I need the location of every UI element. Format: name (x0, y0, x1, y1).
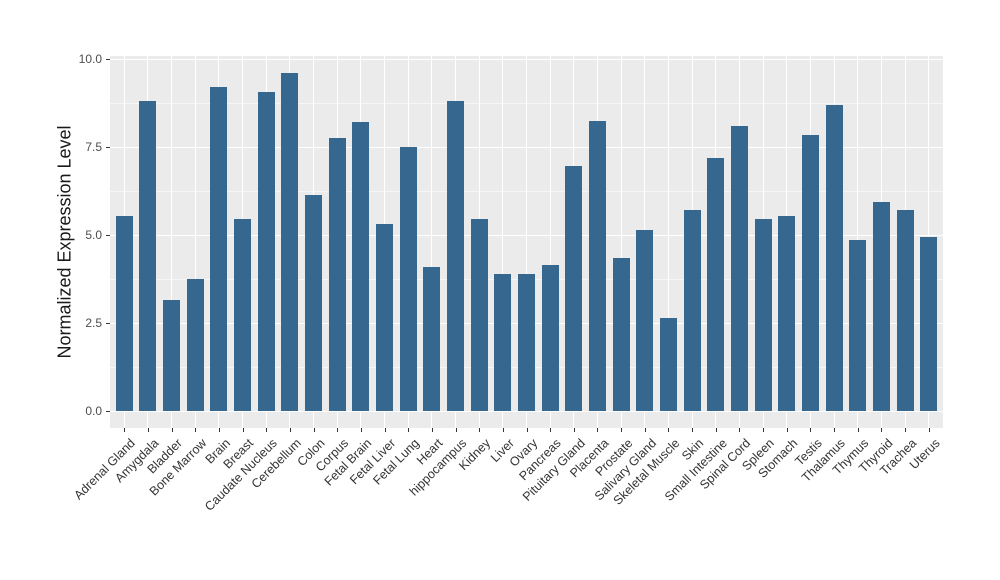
bar-testis (801, 134, 819, 411)
bar-bladder (163, 300, 181, 411)
gridline-horizontal-minor (110, 191, 943, 192)
bar-amygdala (139, 101, 157, 411)
bar-bone-marrow (186, 279, 204, 411)
bar-spleen (754, 219, 772, 411)
bar-prostate (612, 257, 630, 411)
bar-caudate-nucleus (257, 92, 275, 411)
gridline-horizontal-major (110, 58, 943, 60)
bar-fetal-lung (399, 147, 417, 411)
y-tick-label: 5.0 (85, 228, 102, 242)
bar-kidney (470, 219, 488, 411)
x-axis-tick (810, 428, 812, 432)
y-axis-tick (106, 235, 110, 236)
x-axis-tick (786, 428, 788, 432)
x-axis-tick (313, 428, 315, 432)
y-axis-tick (106, 411, 110, 412)
bar-small-intestine (707, 157, 725, 411)
x-axis-tick (692, 428, 694, 432)
x-axis-tick (360, 428, 362, 432)
x-axis-tick (905, 428, 907, 432)
x-axis-tick (289, 428, 291, 432)
bar-fetal-liver (376, 224, 393, 411)
x-axis-tick (124, 428, 126, 432)
x-axis-tick (266, 428, 268, 432)
x-axis-tick (739, 428, 741, 432)
x-axis-tick (502, 428, 504, 432)
x-axis-tick (337, 428, 339, 432)
bar-adrenal-gland (115, 215, 133, 411)
gridline-horizontal-major (110, 146, 943, 148)
x-axis-tick (195, 428, 197, 432)
gridline-vertical (667, 56, 669, 428)
y-tick-label: 0.0 (85, 404, 102, 418)
bar-fetal-brain (352, 122, 370, 411)
x-axis-tick (644, 428, 646, 432)
plot-panel (110, 56, 943, 428)
x-axis-tick (431, 428, 433, 432)
x-axis-tick (550, 428, 552, 432)
bar-uterus (920, 236, 938, 411)
gridline-vertical (431, 56, 433, 428)
gridline-vertical (620, 56, 622, 428)
y-axis-tick (106, 147, 110, 148)
x-axis-tick (526, 428, 528, 432)
gridline-vertical (526, 56, 527, 428)
bar-thymus (849, 240, 867, 411)
x-axis-tick (147, 428, 149, 432)
x-axis-tick (171, 428, 173, 432)
x-axis-tick (857, 428, 859, 432)
x-axis-tick (881, 428, 883, 432)
x-axis-tick (242, 428, 244, 432)
bar-cerebellum (281, 73, 299, 411)
gridline-horizontal-major (110, 234, 943, 236)
x-axis-tick (715, 428, 717, 432)
y-axis-tick (106, 323, 110, 324)
bar-skeletal-muscle (659, 317, 677, 411)
bar-colon (305, 194, 323, 411)
bar-trachea (896, 210, 914, 411)
x-axis-tick (218, 428, 220, 432)
bar-brain (210, 87, 228, 411)
x-axis-tick (763, 428, 765, 432)
bar-hippocampus (447, 101, 464, 411)
x-axis-tick (928, 428, 930, 432)
bar-skin (683, 210, 701, 411)
bar-corpus (328, 138, 346, 411)
gridline-vertical (549, 56, 551, 428)
x-axis-tick (384, 428, 386, 432)
bar-thalamus (825, 104, 843, 411)
x-axis-tick (834, 428, 836, 432)
gridline-horizontal-major (110, 410, 943, 412)
bar-salivary-gland (636, 229, 654, 411)
x-axis-tick (621, 428, 623, 432)
x-axis-tick (479, 428, 481, 432)
x-axis-tick (455, 428, 457, 432)
gridline-horizontal-minor (110, 103, 943, 104)
bar-placenta (588, 120, 606, 411)
bar-pancreas (541, 264, 559, 411)
bar-stomach (778, 215, 796, 411)
x-axis-tick (408, 428, 410, 432)
bar-thyroid (872, 201, 890, 411)
x-axis-tick (573, 428, 575, 432)
bar-pituitary-gland (565, 166, 583, 411)
gridline-vertical (171, 56, 173, 428)
x-axis-tick (597, 428, 599, 432)
bar-liver (494, 273, 512, 411)
bar-breast (234, 219, 252, 411)
y-axis-tick (106, 59, 110, 60)
bar-ovary (518, 273, 535, 411)
gridline-vertical (502, 56, 504, 428)
y-tick-label: 2.5 (85, 316, 102, 330)
gridline-vertical (194, 56, 196, 428)
bar-spinal-cord (730, 125, 748, 411)
x-axis-tick (668, 428, 670, 432)
y-tick-label: 7.5 (85, 140, 102, 154)
bar-heart (423, 266, 441, 411)
y-tick-label: 10.0 (78, 52, 102, 66)
